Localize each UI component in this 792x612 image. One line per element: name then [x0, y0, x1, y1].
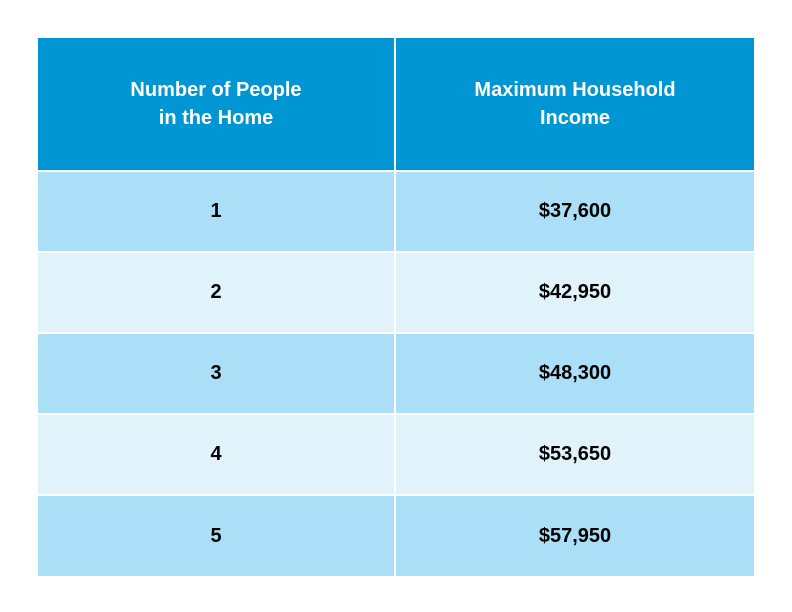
cell-income: $57,950	[396, 496, 754, 576]
cell-people: 1	[38, 172, 396, 253]
cell-income: $42,950	[396, 253, 754, 334]
table-row: 2 $42,950	[38, 253, 754, 334]
table-body: 1 $37,600 2 $42,950 3 $48,300 4 $53,650 …	[38, 172, 754, 576]
cell-people: 3	[38, 334, 396, 415]
table-header: Number of People in the Home Maximum Hou…	[38, 38, 754, 172]
cell-people: 2	[38, 253, 396, 334]
table-row: 1 $37,600	[38, 172, 754, 253]
cell-people: 5	[38, 496, 396, 576]
table-row: 5 $57,950	[38, 496, 754, 576]
header-row: Number of People in the Home Maximum Hou…	[38, 38, 754, 172]
income-eligibility-table: Number of People in the Home Maximum Hou…	[38, 38, 754, 576]
cell-people: 4	[38, 415, 396, 496]
table-row: 3 $48,300	[38, 334, 754, 415]
header-people: Number of People in the Home	[38, 38, 396, 172]
cell-income: $48,300	[396, 334, 754, 415]
header-income: Maximum Household Income	[396, 38, 754, 172]
cell-income: $37,600	[396, 172, 754, 253]
cell-income: $53,650	[396, 415, 754, 496]
header-people-label: Number of People in the Home	[130, 79, 302, 129]
table-row: 4 $53,650	[38, 415, 754, 496]
header-income-label: Maximum Household Income	[474, 79, 676, 129]
